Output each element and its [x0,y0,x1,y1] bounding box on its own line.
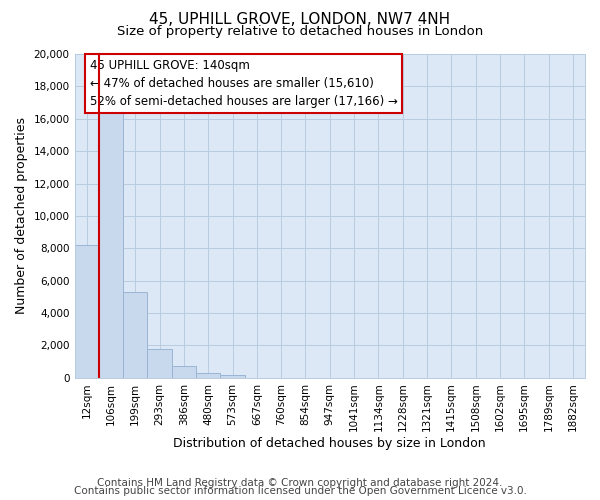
Text: Contains HM Land Registry data © Crown copyright and database right 2024.: Contains HM Land Registry data © Crown c… [97,478,503,488]
Bar [74,245,99,378]
Bar [99,110,123,378]
Text: Contains public sector information licensed under the Open Government Licence v3: Contains public sector information licen… [74,486,526,496]
Bar [148,348,172,378]
X-axis label: Distribution of detached houses by size in London: Distribution of detached houses by size … [173,437,486,450]
Text: 45 UPHILL GROVE: 140sqm
← 47% of detached houses are smaller (15,610)
52% of sem: 45 UPHILL GROVE: 140sqm ← 47% of detache… [90,59,398,108]
Bar [196,373,220,378]
Bar [123,292,148,378]
Text: Size of property relative to detached houses in London: Size of property relative to detached ho… [117,25,483,38]
Bar [172,366,196,378]
Bar [220,374,245,378]
Text: 45, UPHILL GROVE, LONDON, NW7 4NH: 45, UPHILL GROVE, LONDON, NW7 4NH [149,12,451,28]
Y-axis label: Number of detached properties: Number of detached properties [15,118,28,314]
